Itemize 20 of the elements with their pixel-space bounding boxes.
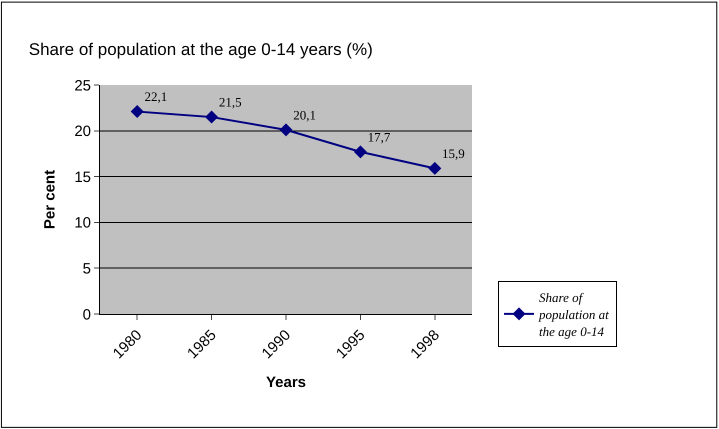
point [354,145,367,158]
legend-label: Share of population at the age 0-14 [538,290,610,339]
y-tick-label: 0 [82,306,91,324]
point [428,162,442,175]
data-label: 15,9 [442,146,465,161]
point [130,105,144,118]
point [205,110,218,124]
point [280,123,292,136]
y-tick-label: 20 [74,123,91,140]
y-tick-label: 15 [74,168,91,186]
y-axis-title: Per cent [42,170,59,230]
x-axis-title: Years [266,374,306,392]
data-label: 21,5 [218,94,242,110]
y-tick-label: 10 [74,214,91,232]
chart-title: Share of population at the age 0-14 years (%) [28,40,373,59]
data-label: 22,1 [144,89,168,104]
data-label: 17,7 [368,129,391,144]
y-tick-label: 5 [82,260,91,278]
data-label: 20,1 [293,107,316,122]
y-tick-label: 25 [74,77,91,94]
